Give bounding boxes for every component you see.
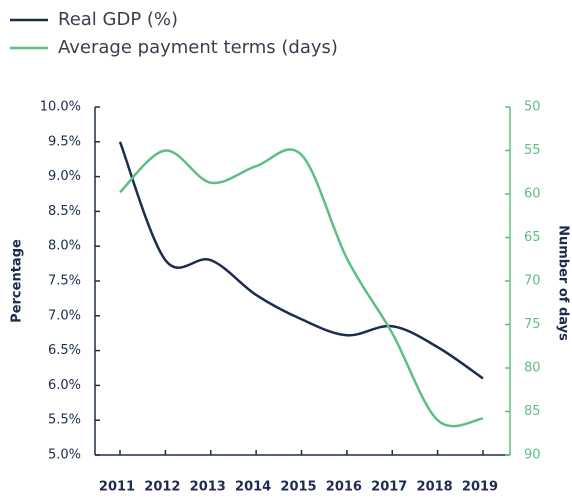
y-tick-label: 8.5% [48,204,81,219]
x-tick-label: 2012 [144,480,180,494]
y-tick-label: 9.0% [48,169,81,184]
x-tick-label: 2013 [190,480,226,494]
y2-axis-title: Number of days [556,225,571,341]
y-tick-label: 7.5% [48,274,81,289]
x-tick-label: 2019 [462,480,498,494]
y2-tick-label: 75 [524,317,541,332]
y2-tick-label: 85 [524,404,541,419]
y2-tick-label: 55 [524,143,541,158]
series-line [119,148,484,428]
y2-tick-label: 70 [524,274,541,289]
y2-tick-label: 50 [524,100,541,115]
y2-tick-label: 60 [524,187,541,202]
x-tick-label: 2014 [235,480,271,494]
y-tick-label: 6.5% [48,343,81,358]
y-tick-label: 5.5% [48,413,81,428]
x-tick-label: 2016 [326,480,362,494]
y-axis-title: Percentage [10,239,25,323]
x-tick-label: 2015 [280,480,316,494]
x-tick-label: 2017 [371,480,407,494]
x-tick-label: 2011 [99,480,135,494]
y-tick-label: 9.5% [48,134,81,149]
series-line [118,141,484,380]
x-tick-label: 2018 [417,480,453,494]
legend-label: Real GDP (%) [58,9,178,30]
legend-label: Average payment terms (days) [58,37,338,58]
y2-tick-label: 65 [524,230,541,245]
y-tick-label: 6.0% [48,378,81,393]
y2-tick-label: 90 [524,448,541,463]
y-tick-label: 8.0% [48,239,81,254]
y-tick-label: 10.0% [40,100,81,115]
y-tick-label: 5.0% [48,448,81,463]
y-tick-label: 7.0% [48,308,81,323]
y2-tick-label: 80 [524,361,541,376]
